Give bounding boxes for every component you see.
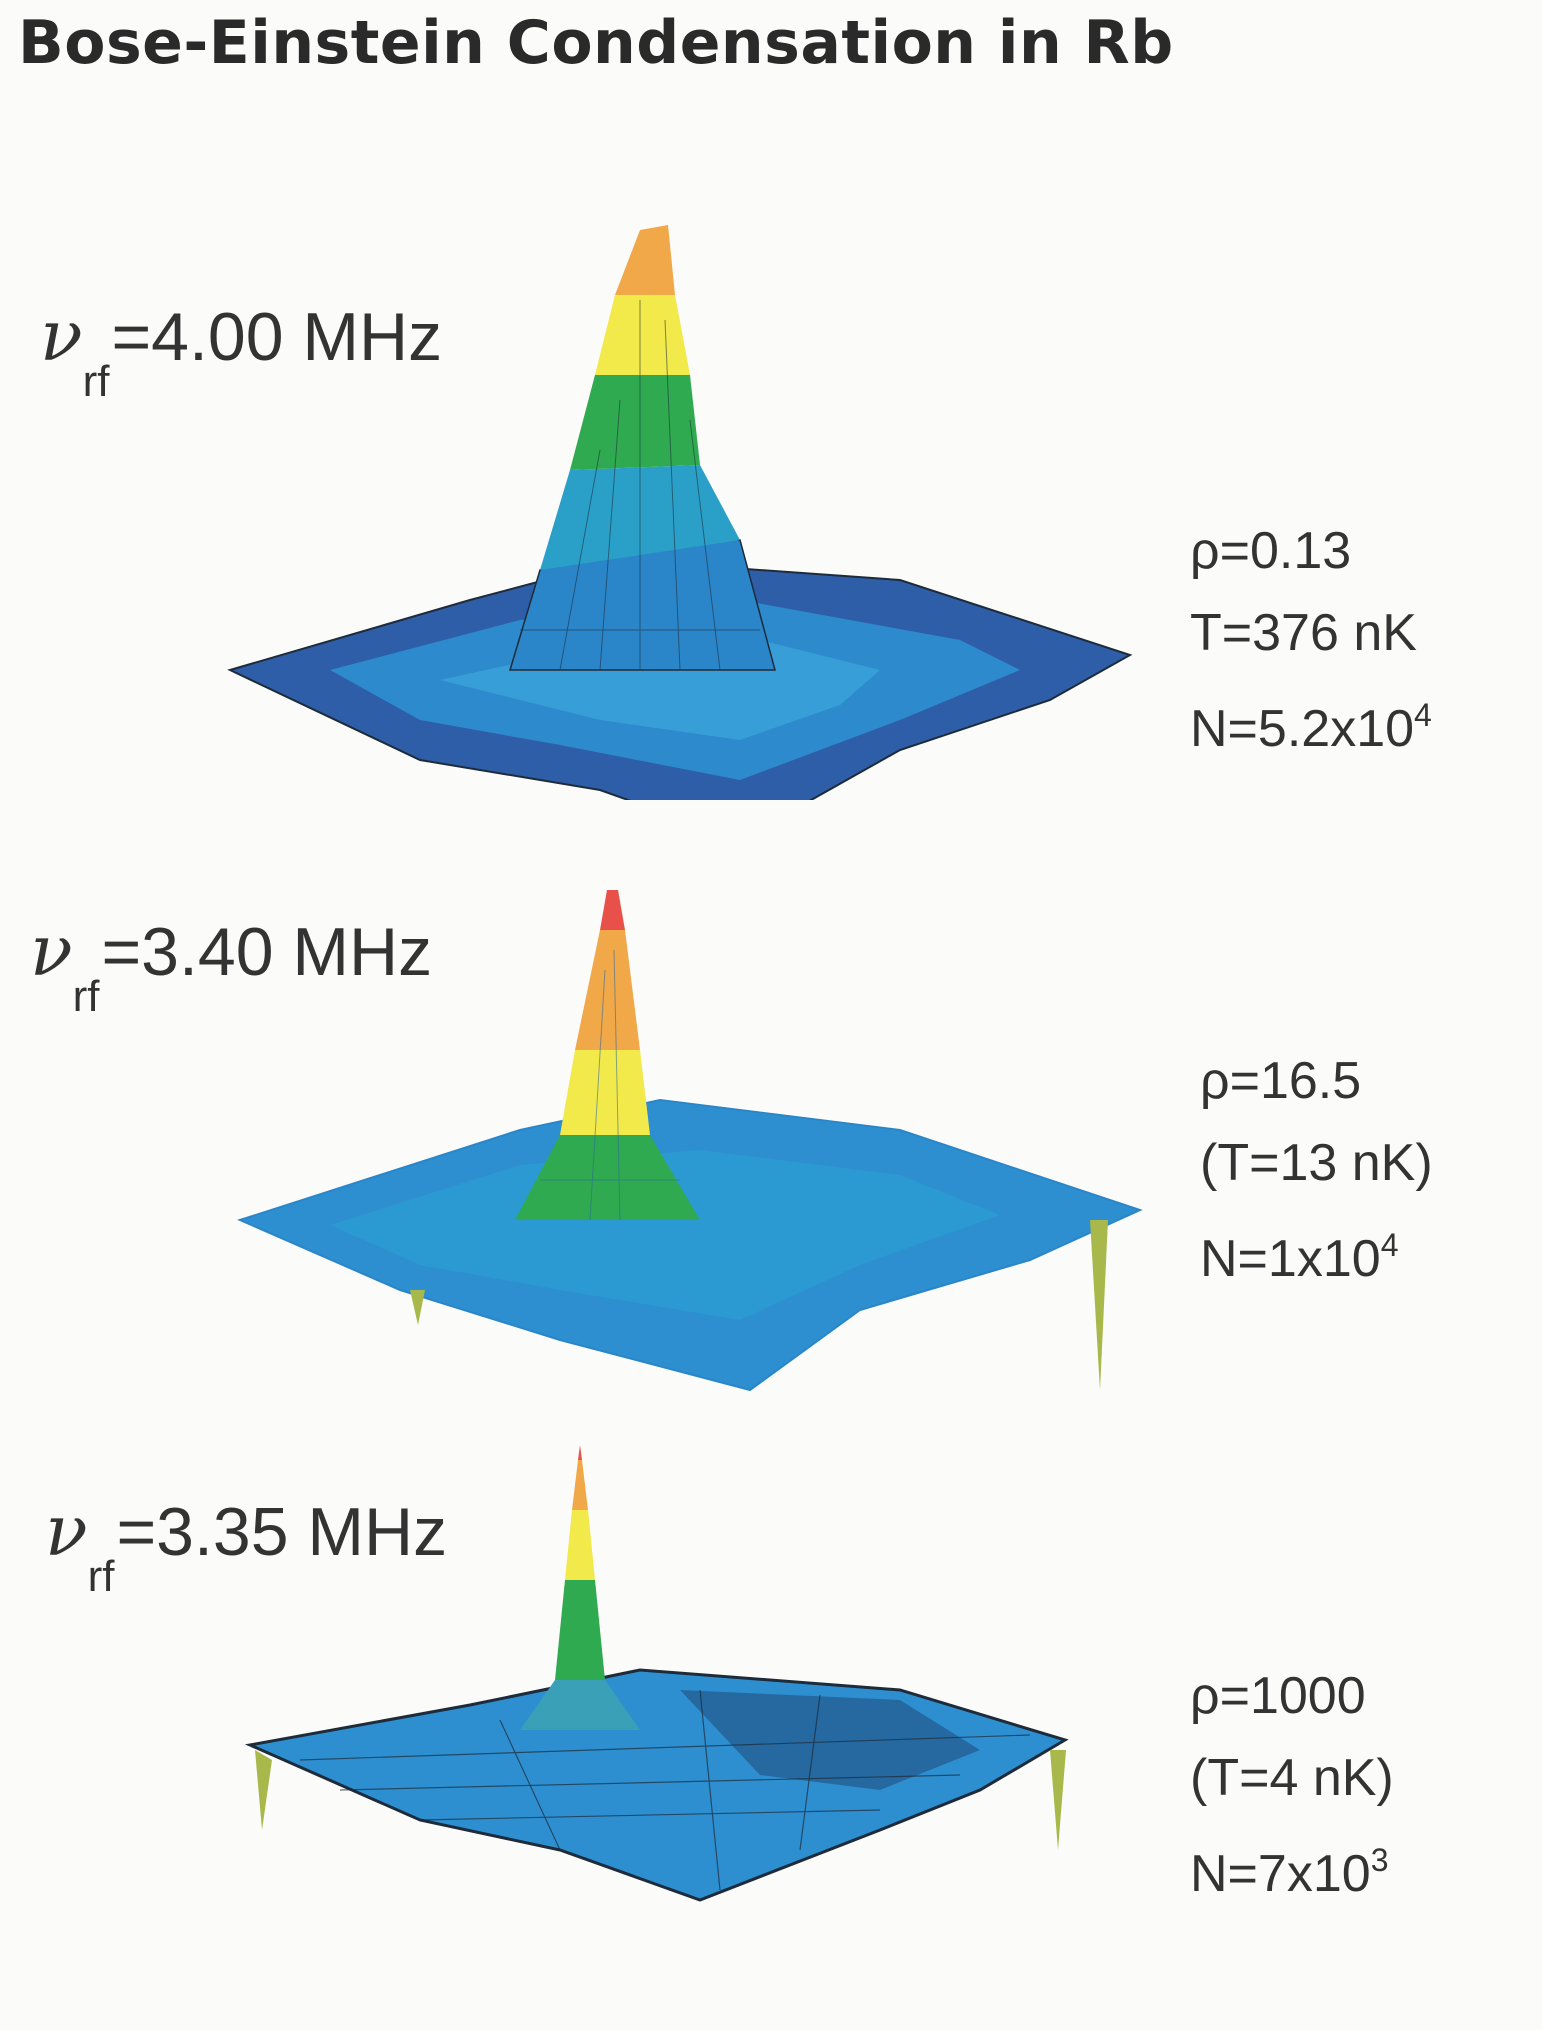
density-surface-plot-1 bbox=[227, 225, 1133, 800]
panel-4-00-mhz: νrf=4.00 MHz ρ=0.13 T=376 nK N=5.2x104 bbox=[0, 200, 1542, 800]
rf-frequency-label: νrf=3.40 MHz bbox=[30, 910, 433, 1021]
peak-band-green bbox=[570, 375, 700, 470]
condensate-stats: ρ=0.13 T=376 nK N=5.2x104 bbox=[1190, 510, 1432, 770]
surface-mesh-dark bbox=[680, 1690, 980, 1790]
phase-space-density: ρ=1000 bbox=[1190, 1667, 1366, 1725]
temperature: T=376 nK bbox=[1190, 604, 1417, 662]
surface-base bbox=[244, 1668, 1069, 1902]
temperature: (T=13 nK) bbox=[1200, 1134, 1433, 1192]
peak-band-green bbox=[555, 1580, 605, 1680]
peak-band-yellow bbox=[560, 1050, 650, 1135]
condensate-stats: ρ=16.5 (T=13 nK) N=1x104 bbox=[1200, 1040, 1433, 1300]
peak-band-red bbox=[600, 890, 625, 930]
page-title: Bose-Einstein Condensation in Rb bbox=[18, 8, 1174, 78]
edge-spike-left bbox=[410, 1290, 425, 1325]
peak-band-orange bbox=[575, 930, 640, 1050]
peak-band-orange bbox=[572, 1460, 588, 1510]
peak-band-red bbox=[578, 1445, 582, 1460]
condensate-stats: ρ=1000 (T=4 nK) N=7x103 bbox=[1190, 1655, 1394, 1915]
temperature: (T=4 nK) bbox=[1190, 1749, 1394, 1807]
edge-spike-right bbox=[1090, 1220, 1108, 1390]
peak-base bbox=[520, 1680, 640, 1730]
peak-band-orange bbox=[615, 225, 675, 295]
density-surface-plot-3 bbox=[244, 1445, 1069, 1902]
panel-3-35-mhz: νrf=3.35 MHz ρ=1000 (T=4 nK) N=7x103 bbox=[0, 1430, 1542, 2030]
panel-3-40-mhz: νrf=3.40 MHz ρ=16.5 (T=13 nK) N=1x104 bbox=[0, 870, 1542, 1470]
surface-shade bbox=[330, 1150, 1000, 1320]
atom-number: N=5.2x104 bbox=[1190, 697, 1432, 758]
peak-band-green bbox=[515, 1135, 700, 1220]
edge-spike-left bbox=[255, 1750, 272, 1830]
rf-frequency-label: νrf=4.00 MHz bbox=[40, 295, 443, 406]
phase-space-density: ρ=16.5 bbox=[1200, 1052, 1362, 1110]
peak-band-yellow bbox=[595, 295, 690, 375]
edge-spike-right bbox=[1050, 1750, 1066, 1850]
atom-number: N=7x103 bbox=[1190, 1842, 1389, 1903]
phase-space-density: ρ=0.13 bbox=[1190, 522, 1352, 580]
atom-number: N=1x104 bbox=[1200, 1227, 1399, 1288]
rf-frequency-label: νrf=3.35 MHz bbox=[45, 1490, 448, 1601]
density-surface-plot-2 bbox=[237, 890, 1143, 1392]
peak-band-yellow bbox=[565, 1510, 595, 1580]
